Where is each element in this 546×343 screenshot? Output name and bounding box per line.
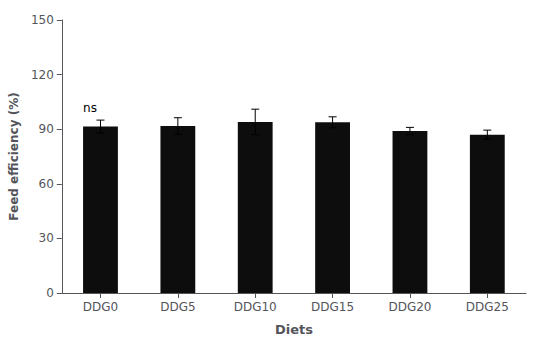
svg-text:DDG20: DDG20 bbox=[388, 300, 431, 314]
svg-text:DDG15: DDG15 bbox=[311, 300, 354, 314]
svg-text:60: 60 bbox=[39, 177, 54, 191]
svg-text:DDG10: DDG10 bbox=[234, 300, 277, 314]
svg-text:DDG25: DDG25 bbox=[466, 300, 509, 314]
svg-text:0: 0 bbox=[46, 286, 54, 300]
svg-text:30: 30 bbox=[39, 231, 54, 245]
svg-text:120: 120 bbox=[31, 68, 54, 82]
svg-text:DDG0: DDG0 bbox=[83, 300, 118, 314]
svg-text:Feed efficiency (%): Feed efficiency (%) bbox=[7, 92, 21, 220]
svg-text:90: 90 bbox=[39, 122, 54, 136]
svg-text:ns: ns bbox=[83, 101, 97, 115]
svg-text:DDG5: DDG5 bbox=[160, 300, 195, 314]
svg-text:Diets: Diets bbox=[275, 322, 313, 337]
svg-text:150: 150 bbox=[31, 13, 54, 27]
